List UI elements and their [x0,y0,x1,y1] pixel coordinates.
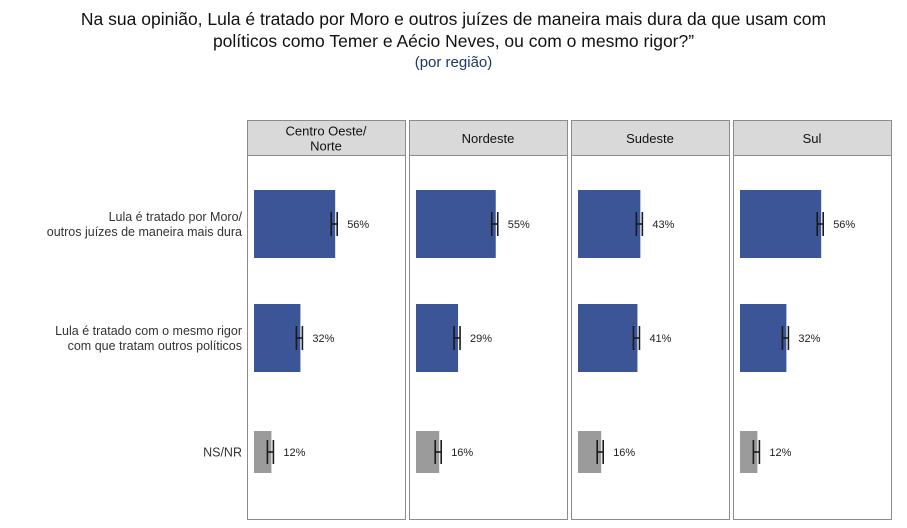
panel-header [409,120,568,156]
value-label: 41% [649,333,671,345]
panel-title: Centro Oeste/Norte [286,124,367,154]
panel-title: Sudeste [626,131,674,146]
category-label: Lula é tratado por Moro/outros juízes de… [47,210,243,239]
bar [254,190,336,258]
panel-header [247,120,406,156]
bar [416,190,496,258]
error-bar [635,212,644,236]
value-label: 16% [613,447,635,459]
value-label: 12% [769,447,791,459]
panel-header [733,120,892,156]
panel-header [571,120,730,156]
error-bar [330,212,339,236]
chart-title: Na sua opinião, Lula é tratado por Moro … [80,9,827,51]
category-label: NS/NR [203,446,242,460]
value-label: 56% [833,219,855,231]
error-bar [453,326,461,350]
error-bar [752,440,761,464]
error-bar [632,326,641,350]
bar [740,190,822,258]
value-label: 32% [798,333,820,345]
panel-title: Nordeste [462,131,515,146]
bar [740,304,787,372]
error-bar [781,326,790,350]
value-label: 56% [347,219,369,231]
error-bar [434,440,443,464]
title-block: Na sua opinião, Lula é tratado por Moro … [0,8,907,73]
error-bar [816,212,825,236]
value-label: 32% [312,333,334,345]
value-label: 29% [470,333,492,345]
value-label: 16% [451,447,473,459]
error-bar [596,440,605,464]
error-bar [295,326,304,350]
error-bar [266,440,275,464]
panel-title: Sul [803,131,822,146]
bar [578,304,638,372]
bar [254,304,301,372]
value-label: 12% [283,447,305,459]
bar [578,190,641,258]
bar [416,304,459,372]
value-label: 55% [508,219,530,231]
bar [578,431,602,473]
bar [416,431,440,473]
category-label: Lula é tratado com o mesmo rigor com que … [55,324,242,353]
chart-subtitle: (por região) [414,54,493,71]
error-bar [490,212,499,236]
value-label: 43% [652,219,674,231]
